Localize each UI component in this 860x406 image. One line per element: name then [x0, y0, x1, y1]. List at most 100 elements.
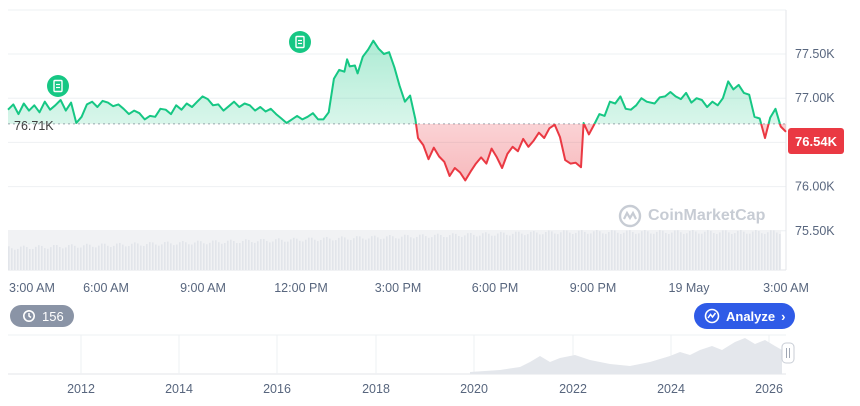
history-tick-label: 2012: [67, 382, 95, 396]
volume-bar: [461, 236, 463, 270]
volume-bar: [407, 235, 409, 270]
volume-bar: [695, 231, 697, 270]
x-tick-label: 9:00 PM: [570, 281, 617, 295]
volume-bar: [572, 233, 574, 270]
volume-bar: [41, 245, 43, 270]
volume-bar: [32, 248, 34, 270]
volume-bar: [755, 230, 757, 270]
volume-bar: [473, 234, 475, 270]
price-line-up: [7, 39, 781, 124]
volume-bar: [467, 233, 469, 270]
volume-bar: [368, 238, 370, 270]
volume-bar: [203, 243, 205, 270]
volume-bar: [542, 234, 544, 270]
volume-bar: [770, 230, 772, 270]
volume-bar: [143, 245, 145, 270]
history-icon: [23, 310, 35, 322]
volume-bar: [215, 240, 217, 270]
volume-bar: [566, 230, 568, 270]
volume-bar: [290, 239, 292, 270]
x-tick-label: 6:00 AM: [83, 281, 129, 295]
volume-bar: [458, 236, 460, 270]
x-tick-label: 3:00 AM: [9, 281, 55, 295]
volume-bar: [218, 242, 220, 270]
volume-bar: [326, 236, 328, 270]
volume-bar: [644, 230, 646, 270]
volume-bar: [287, 241, 289, 270]
volume-bar: [170, 243, 172, 270]
volume-bar: [725, 230, 727, 270]
volume-bar: [350, 240, 352, 270]
volume-bar: [281, 239, 283, 270]
volume-bar: [113, 245, 115, 270]
volume-bar: [20, 246, 22, 270]
volume-bar: [296, 238, 298, 270]
x-tick-label: 12:00 PM: [274, 281, 328, 295]
volume-bar: [662, 230, 664, 270]
volume-bar: [365, 239, 367, 270]
volume-bar: [764, 233, 766, 270]
volume-bar: [590, 233, 592, 270]
volume-bar: [389, 235, 391, 270]
news-document-icon[interactable]: [289, 31, 311, 53]
volume-bar: [701, 233, 703, 270]
volume-bar: [134, 242, 136, 270]
volume-bar: [767, 232, 769, 270]
analyze-button[interactable]: Analyze ›: [694, 303, 796, 329]
volume-bar: [416, 236, 418, 270]
volume-bar: [65, 247, 67, 270]
volume-bar: [569, 232, 571, 270]
volume-bar: [320, 239, 322, 270]
volume-bar: [95, 247, 97, 270]
volume-bar: [338, 237, 340, 270]
volume-bar: [446, 237, 448, 270]
history-handle: [781, 342, 795, 364]
volume-bar: [746, 233, 748, 270]
volume-bar: [749, 233, 751, 270]
chevron-right-icon: ›: [781, 308, 786, 324]
volume-bar: [386, 236, 388, 270]
y-tick-label: 75.50K: [795, 224, 835, 238]
volume-bar: [308, 237, 310, 270]
volume-bar: [635, 233, 637, 270]
volume-bar: [374, 235, 376, 270]
volume-bar: [209, 242, 211, 270]
history-badge[interactable]: 156: [10, 305, 74, 327]
volume-bar: [56, 244, 58, 270]
volume-bar: [674, 230, 676, 270]
watermark: CoinMarketCap: [618, 204, 765, 228]
volume-bar: [44, 248, 46, 270]
volume-bar: [329, 238, 331, 270]
volume-bar: [491, 235, 493, 270]
volume-bar: [611, 230, 613, 270]
volume-bar: [212, 240, 214, 270]
volume-bar: [509, 235, 511, 270]
volume-bar: [332, 240, 334, 270]
volume-bar: [689, 231, 691, 270]
volume-bar: [629, 230, 631, 270]
volume-bar: [758, 230, 760, 270]
history-tick-label: 2016: [263, 382, 291, 396]
volume-bar: [443, 237, 445, 270]
volume-bar: [683, 233, 685, 270]
volume-bar: [734, 233, 736, 270]
volume-bar: [464, 235, 466, 270]
volume-bar: [518, 231, 520, 270]
volume-bar: [149, 242, 151, 270]
volume-bar: [776, 232, 778, 270]
news-document-icon[interactable]: [47, 75, 69, 97]
volume-bar: [38, 245, 40, 270]
volume-bar: [176, 244, 178, 270]
volume-bar: [83, 245, 85, 270]
volume-bar: [530, 231, 532, 270]
volume-bar: [743, 231, 745, 270]
volume-bar: [122, 244, 124, 270]
volume-bar: [560, 232, 562, 270]
volume-area: [8, 230, 781, 270]
volume-bar: [260, 239, 262, 270]
volume-bar: [620, 233, 622, 270]
volume-bar: [272, 241, 274, 270]
volume-bar: [371, 236, 373, 270]
volume-bar: [632, 232, 634, 270]
